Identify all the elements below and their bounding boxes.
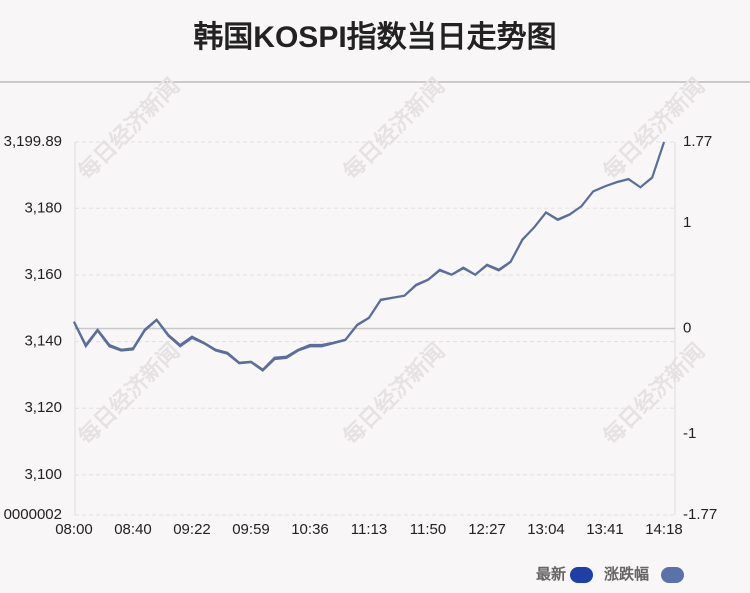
y2-tick-label: 1.77: [683, 133, 712, 150]
price-line: [73, 141, 665, 372]
x-tick-label: 13:04: [527, 521, 565, 538]
legend-label: 涨跌幅: [604, 565, 649, 583]
x-tick-label: 12:27: [468, 521, 506, 538]
y2-tick-label: -1.77: [683, 506, 717, 523]
x-tick-label: 14:18: [645, 521, 683, 538]
legend-swatch: [570, 567, 593, 583]
x-tick-label: 11:13: [351, 521, 387, 538]
y-tick-label: 3,180: [24, 199, 62, 216]
y-tick-label: 0000002: [4, 506, 62, 523]
y2-tick-label: 0: [683, 319, 691, 336]
x-tick-label: 08:40: [114, 521, 152, 538]
y-tick-label: 3,199.89: [4, 133, 62, 150]
x-tick-label: 13:41: [586, 521, 624, 538]
legend-label: 最新: [536, 565, 566, 583]
x-tick-label: 11:50: [410, 521, 446, 538]
x-tick-label: 10:36: [291, 521, 329, 538]
y-tick-label: 3,120: [24, 399, 62, 416]
y2-tick-label: 1: [683, 214, 691, 231]
legend-swatch: [661, 567, 684, 583]
x-tick-label: 09:22: [173, 521, 211, 538]
x-tick-label: 08:00: [55, 521, 93, 538]
y-tick-label: 3,140: [24, 333, 62, 350]
y-tick-label: 3,160: [24, 266, 62, 283]
y-tick-label: 3,100: [24, 466, 62, 483]
chart-title: 韩国KOSPI指数当日走势图: [193, 21, 556, 54]
x-tick-label: 09:59: [232, 521, 270, 538]
y2-tick-label: -1: [683, 425, 696, 442]
